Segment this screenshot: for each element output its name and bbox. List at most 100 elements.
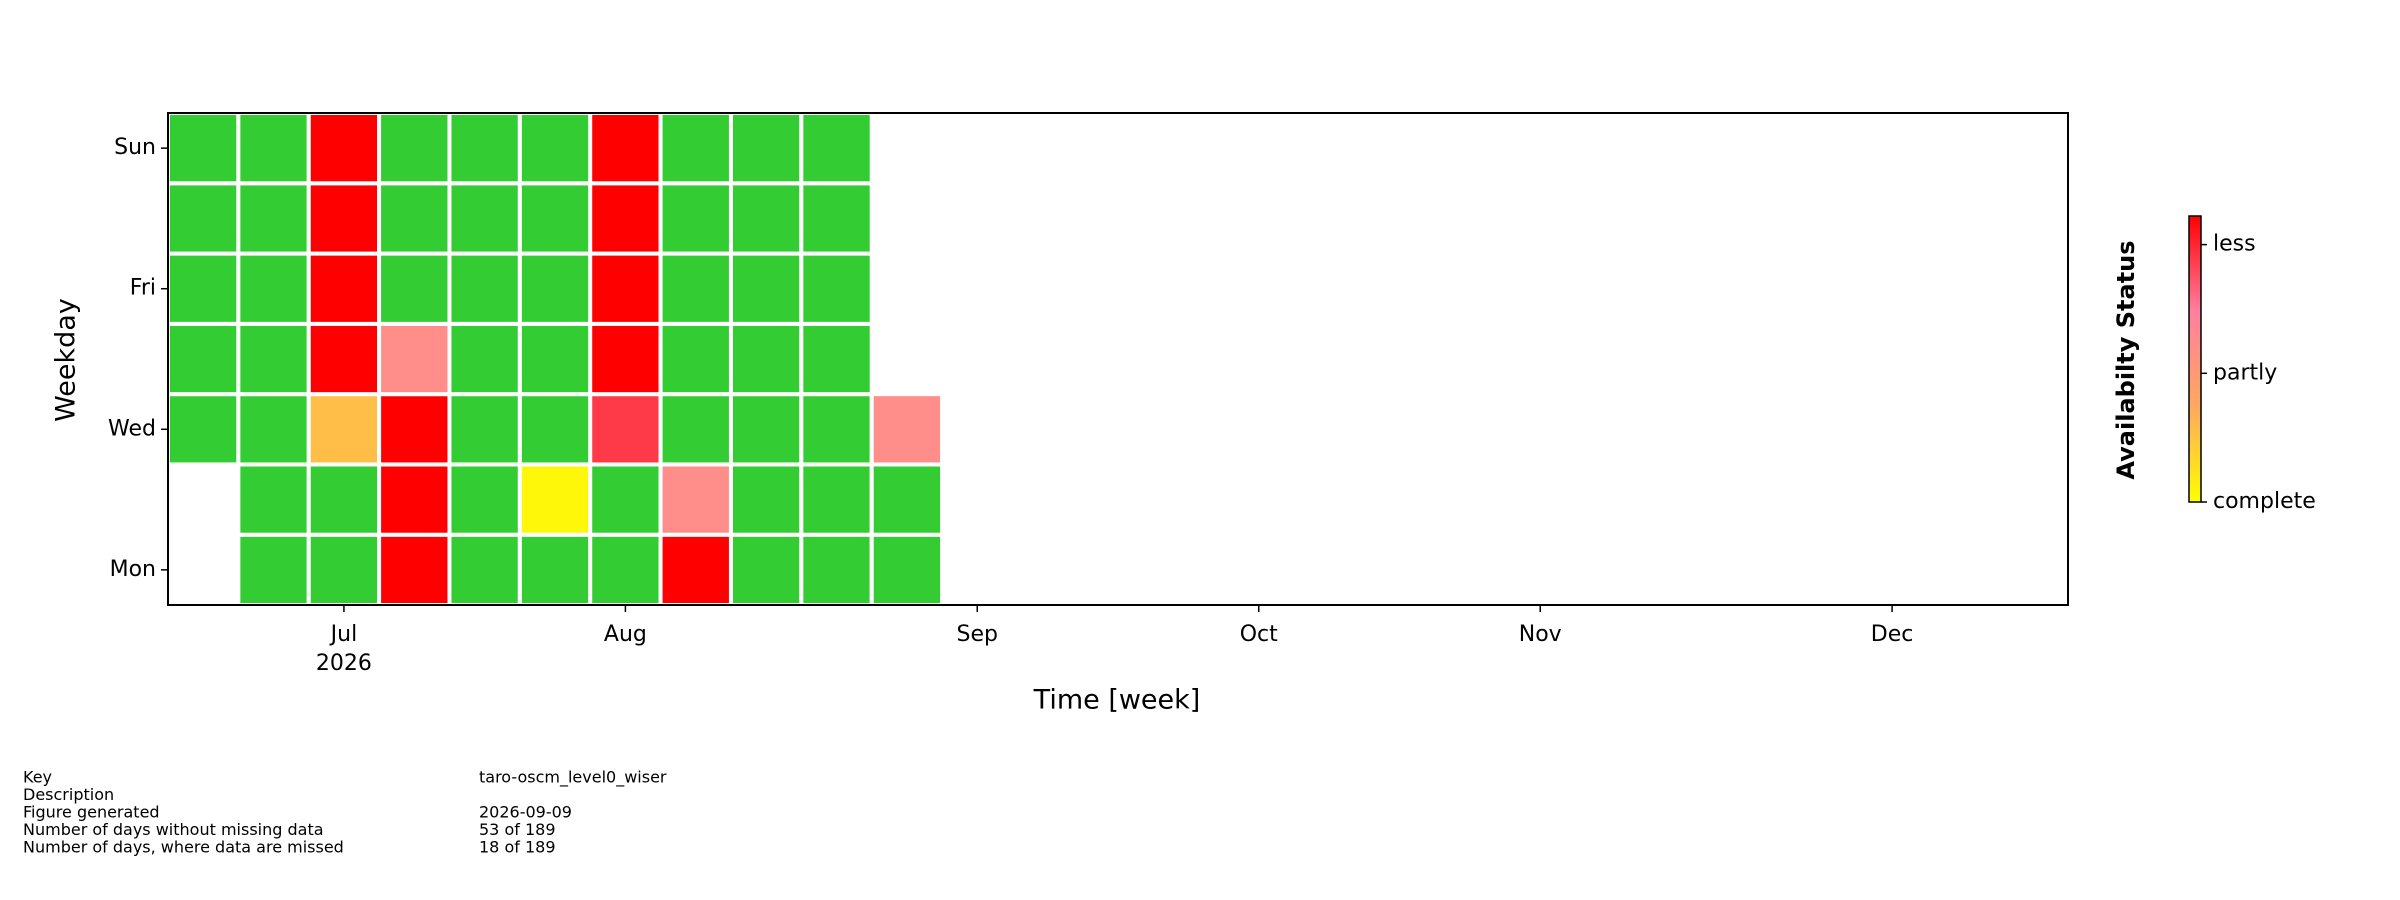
heatmap-cell xyxy=(799,532,874,608)
plot-frame xyxy=(167,112,2069,606)
heatmap-cell xyxy=(588,321,663,397)
heatmap-cell xyxy=(517,181,593,256)
x-tick-label: Jul xyxy=(329,622,358,647)
heatmap-cell xyxy=(447,321,522,397)
colorbar-label: Availabilty Status xyxy=(2112,240,2140,479)
heatmap-cell xyxy=(306,251,382,326)
heatmap-cell xyxy=(517,251,593,326)
heatmap-cell xyxy=(236,462,311,537)
heatmap-cell xyxy=(728,532,804,608)
heatmap-cell xyxy=(377,251,452,326)
heatmap-cell xyxy=(869,392,945,467)
heatmap-cell xyxy=(799,321,874,397)
info-value: taro-oscm_level0_wiser xyxy=(479,768,667,788)
x-tick-label: Nov xyxy=(1519,622,1562,647)
heatmap-cell xyxy=(236,532,311,608)
heatmap-cell xyxy=(166,181,241,256)
y-tick-label: Wed xyxy=(108,416,156,441)
heatmap-cell xyxy=(799,462,874,537)
heatmap-cell xyxy=(588,462,663,537)
heatmap-cell xyxy=(658,532,733,608)
heatmap-cell xyxy=(517,321,593,397)
heatmap-cell xyxy=(728,251,804,326)
heatmap-cell xyxy=(588,111,663,186)
info-value: 2026-09-09 xyxy=(479,803,572,822)
info-value: 53 of 189 xyxy=(479,820,556,839)
x-axis-label: Time [week] xyxy=(1033,685,1201,716)
heatmap-cell xyxy=(236,181,311,256)
colorbar-tick-label: partly xyxy=(2213,360,2277,385)
x-offset-label: 2026 xyxy=(316,651,372,676)
heatmap-cell xyxy=(447,532,522,608)
y-tick-label: Mon xyxy=(110,557,156,582)
heatmap-cell xyxy=(447,392,522,467)
heatmap-cell xyxy=(377,181,452,256)
y-tick-label: Fri xyxy=(130,276,156,301)
heatmap-cell xyxy=(658,462,733,537)
heatmap-cell xyxy=(447,462,522,537)
heatmap-cell xyxy=(517,532,593,608)
heatmap-cell xyxy=(166,321,241,397)
heatmap-cell xyxy=(447,181,522,256)
x-tick-label: Sep xyxy=(957,622,998,647)
y-axis-label: Weekday xyxy=(51,298,82,422)
heatmap-cell xyxy=(728,462,804,537)
colorbar-tick-label: less xyxy=(2213,232,2256,257)
heatmap-cell xyxy=(166,392,241,467)
heatmap-cell xyxy=(658,321,733,397)
heatmap-cell xyxy=(306,111,382,186)
info-label: Figure generated xyxy=(23,803,160,822)
heatmap-cell xyxy=(728,181,804,256)
heatmap-cell xyxy=(658,392,733,467)
heatmap-cell xyxy=(517,462,593,537)
info-label: Number of days without missing data xyxy=(23,820,324,839)
heatmap-cell xyxy=(306,321,382,397)
heatmap-cell xyxy=(658,181,733,256)
heatmap-cell xyxy=(799,251,874,326)
heatmap-cell xyxy=(728,392,804,467)
heatmap-cell xyxy=(588,251,663,326)
colorbar xyxy=(2188,215,2202,503)
heatmap-cell xyxy=(377,321,452,397)
heatmap-cell xyxy=(306,181,382,256)
heatmap-cell xyxy=(799,392,874,467)
heatmap-cell xyxy=(236,321,311,397)
heatmap-cell xyxy=(306,532,382,608)
heatmap-cell xyxy=(869,462,945,537)
info-label: Key xyxy=(23,768,52,787)
heatmap-cell xyxy=(588,181,663,256)
info-label: Number of days, where data are missed xyxy=(23,838,344,857)
heatmap-cell xyxy=(447,251,522,326)
heatmap-cell xyxy=(517,111,593,186)
heatmap-cell xyxy=(306,392,382,467)
heatmap-cell xyxy=(517,392,593,467)
heatmap-cell xyxy=(236,392,311,467)
heatmap-cell xyxy=(658,111,733,186)
heatmap-cell xyxy=(166,111,241,186)
heatmap-cell xyxy=(377,462,452,537)
heatmap-cell xyxy=(377,392,452,467)
x-tick-label: Aug xyxy=(604,622,647,647)
heatmap-cell xyxy=(799,111,874,186)
x-tick-label: Oct xyxy=(1240,622,1278,647)
colorbar-tick-label: complete xyxy=(2213,489,2316,514)
heatmap-cell xyxy=(799,181,874,256)
info-value: 18 of 189 xyxy=(479,838,556,857)
heatmap-cell xyxy=(236,251,311,326)
heatmap-cell xyxy=(447,111,522,186)
y-tick-label: Sun xyxy=(114,135,156,160)
x-tick-label: Dec xyxy=(1871,622,1914,647)
heatmap-cell xyxy=(236,111,311,186)
heatmap-cell xyxy=(658,251,733,326)
heatmap-cell xyxy=(869,532,945,608)
heatmap-cell xyxy=(728,111,804,186)
info-label: Description xyxy=(23,785,114,804)
heatmap-cell xyxy=(728,321,804,397)
heatmap-cell xyxy=(588,532,663,608)
heatmap-cell xyxy=(377,532,452,608)
heatmap-cell xyxy=(166,251,241,326)
heatmap-cell xyxy=(306,462,382,537)
heatmap-cell xyxy=(377,111,452,186)
